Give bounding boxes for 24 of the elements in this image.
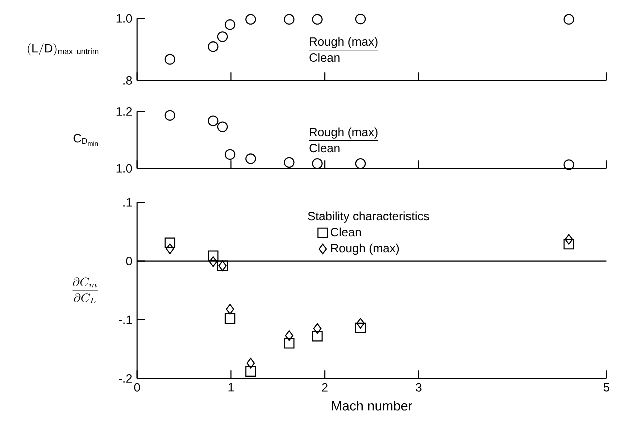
- y-axis-title: $\mathrm{C_{D_{min}}}$: [74, 134, 98, 146]
- annotation: Clean: [310, 53, 340, 62]
- x-tick-label: 2: [322, 384, 328, 392]
- annotation: Rough (max): [310, 37, 378, 49]
- legend-label: Rough (max): [331, 244, 400, 256]
- x-tick-label: 3: [416, 384, 422, 392]
- x-axis-title: Mach number: [332, 401, 413, 411]
- annotation: Clean: [310, 144, 340, 153]
- x-tick-label: 0: [134, 384, 140, 392]
- y-tick-label: 1.0: [116, 14, 132, 24]
- y-tick-label: 1.0: [116, 164, 132, 174]
- legend-label: Clean: [331, 228, 362, 237]
- y-axis-title: $\mathrm{(L/D)_{max\ untrim}}$: [28, 44, 99, 56]
- y-tick-label: 0: [126, 257, 132, 266]
- x-tick-label: 5: [604, 384, 610, 392]
- legend-title: Stability characteristics: [308, 212, 430, 224]
- y-tick-label: .1: [124, 198, 132, 207]
- y-tick-label: .8: [124, 76, 132, 86]
- y-axis-title: $\frac{\partial C_m}{\partial C_L}$: [72, 278, 98, 304]
- y-tick-label: -.1: [119, 316, 132, 324]
- x-tick-label: 1: [228, 384, 234, 392]
- y-tick-label: 1.2: [116, 108, 132, 116]
- annotation: Rough (max): [310, 128, 378, 140]
- y-tick-label: -.2: [119, 374, 132, 384]
